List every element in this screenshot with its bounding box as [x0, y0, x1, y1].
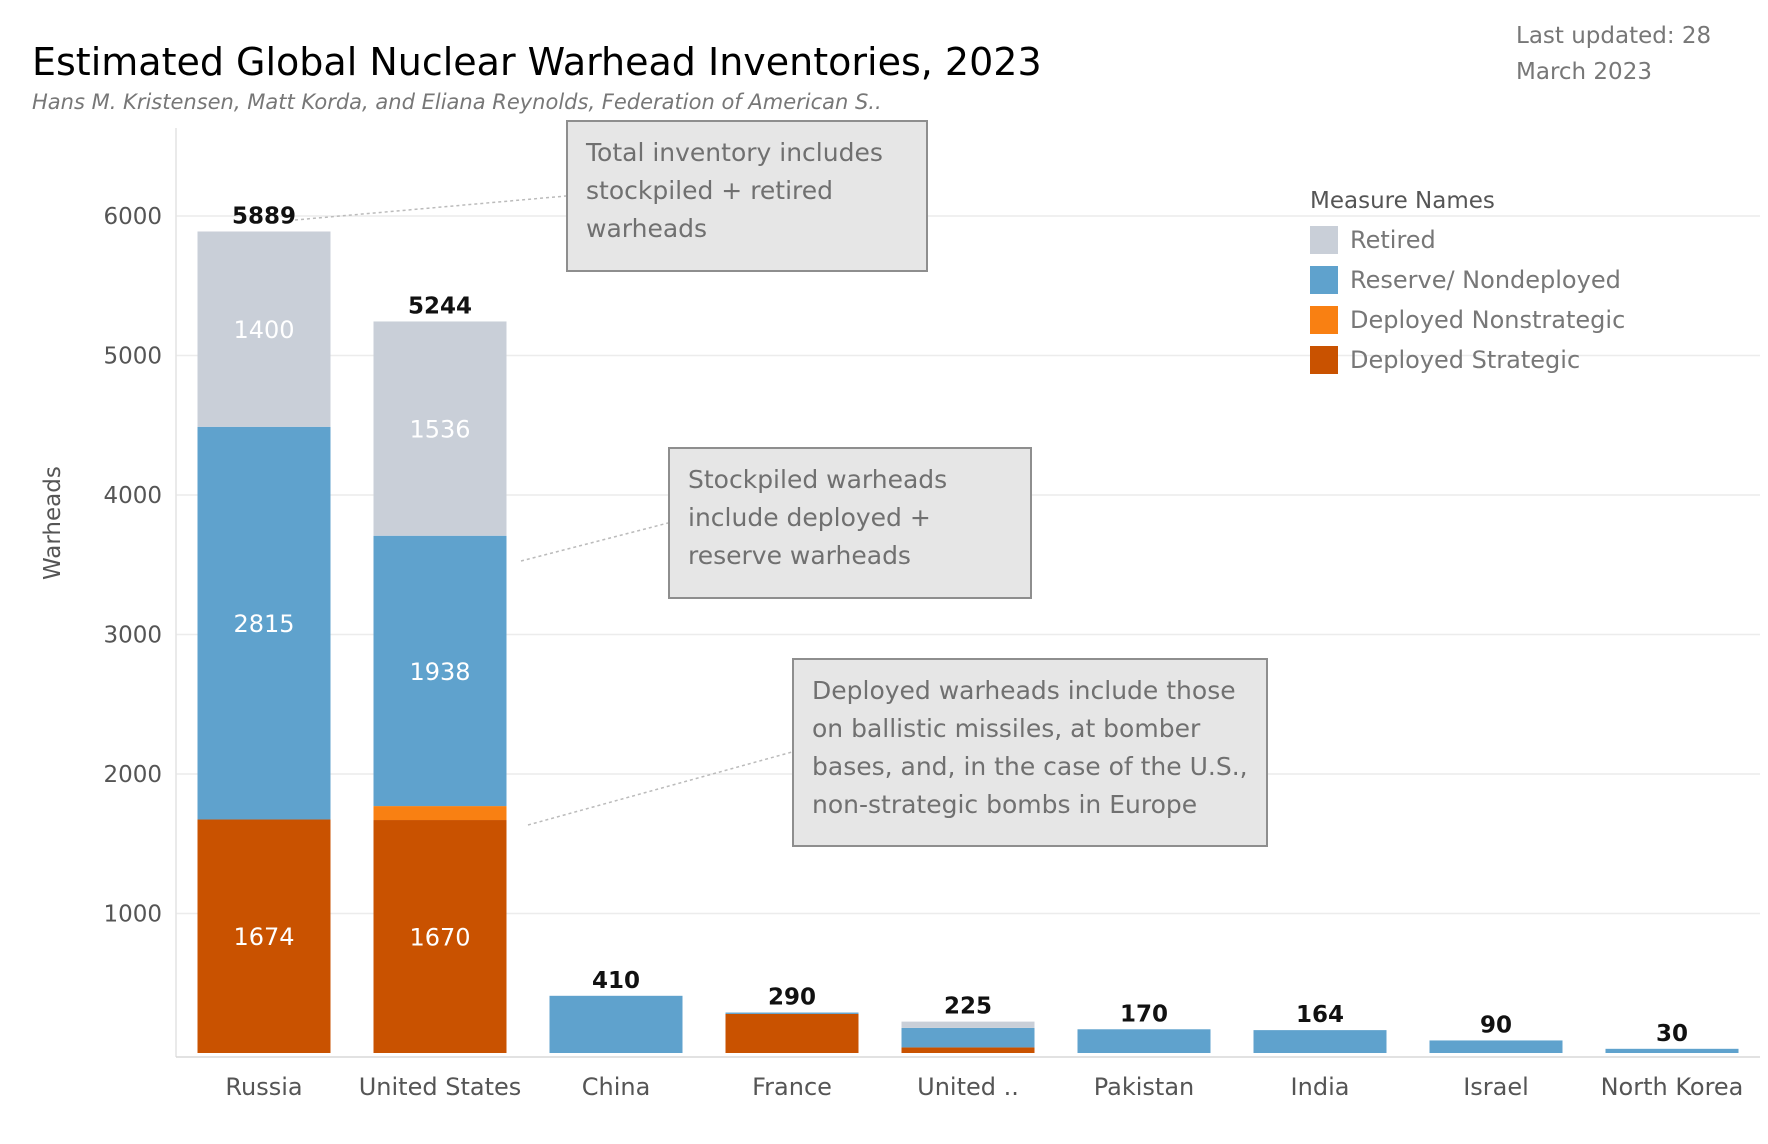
legend-item-reserve[interactable]: Reserve/ Nondeployed — [1310, 260, 1625, 300]
chart-subtitle: Hans M. Kristensen, Matt Korda, and Elia… — [32, 90, 882, 114]
bar-segment-retired — [373, 321, 507, 536]
x-category-label: United States — [359, 1073, 522, 1101]
bar-segment-deployed-strategic — [373, 820, 507, 1053]
legend-label-retired: Retired — [1350, 226, 1436, 254]
bar-segment-reserve — [1429, 1040, 1563, 1053]
x-category-label: Russia — [225, 1073, 302, 1101]
y-tick-label: 4000 — [103, 483, 162, 509]
bar-segment-deployed-nonstrategic — [373, 806, 507, 821]
annotation-stockpiled: Stockpiled warheads include deployed + r… — [668, 447, 1032, 599]
legend-item-deployed-strategic[interactable]: Deployed Strategic — [1310, 340, 1625, 380]
x-category-label: Pakistan — [1094, 1073, 1195, 1101]
bar-segment-retired — [197, 231, 331, 427]
x-category-label: North Korea — [1601, 1073, 1744, 1101]
legend-swatch-deployed-nonstrategic — [1310, 306, 1338, 334]
annotation-leader-line — [520, 522, 669, 562]
legend-item-retired[interactable]: Retired — [1310, 220, 1625, 260]
annotation-total-inventory: Total inventory includes stockpiled + re… — [566, 120, 928, 272]
legend-swatch-reserve — [1310, 266, 1338, 294]
legend-swatch-deployed-strategic — [1310, 346, 1338, 374]
segment-value-label: 2815 — [233, 610, 294, 638]
legend-swatch-retired — [1310, 226, 1338, 254]
x-category-label: Israel — [1463, 1073, 1529, 1101]
bar-segment-deployed-strategic — [725, 1013, 859, 1053]
legend-label-deployed-nonstrategic: Deployed Nonstrategic — [1350, 306, 1626, 334]
bar-segment-reserve — [373, 535, 507, 807]
bar-segment-reserve — [1253, 1030, 1387, 1053]
bar-total-label: 30 — [1656, 1021, 1688, 1047]
x-category-label: India — [1291, 1073, 1350, 1101]
bar-segment-reserve — [549, 995, 683, 1053]
segment-value-label: 1670 — [409, 924, 470, 952]
legend-label-reserve: Reserve/ Nondeployed — [1350, 266, 1621, 294]
x-category-label: United .. — [917, 1073, 1019, 1101]
bar-total-label: 225 — [944, 994, 992, 1020]
chart-title: Estimated Global Nuclear Warhead Invento… — [32, 40, 1042, 84]
segment-value-label: 1674 — [233, 923, 294, 951]
bar-total-label: 5244 — [408, 293, 472, 319]
bar-segment-retired — [901, 1021, 1035, 1028]
bar-total-label: 170 — [1120, 1001, 1168, 1027]
bar-segment-deployed-strategic — [901, 1047, 1035, 1053]
y-tick-label: 1000 — [103, 902, 162, 928]
last-updated-note: Last updated: 28 March 2023 — [1516, 23, 1712, 85]
bar-total-label: 164 — [1296, 1002, 1344, 1028]
annotation-leader-line — [527, 751, 793, 826]
bar-segment-reserve — [1605, 1048, 1739, 1053]
x-category-label: China — [582, 1073, 651, 1101]
bar-segment-reserve — [901, 1027, 1035, 1048]
bar-total-label: 90 — [1480, 1012, 1512, 1038]
legend: Measure Names Retired Reserve/ Nondeploy… — [1310, 188, 1625, 380]
bar-segment-reserve — [197, 426, 331, 820]
legend-item-deployed-nonstrategic[interactable]: Deployed Nonstrategic — [1310, 300, 1625, 340]
x-category-label: France — [752, 1073, 832, 1101]
legend-title: Measure Names — [1310, 188, 1495, 214]
y-tick-label: 6000 — [103, 204, 162, 230]
bar-segment-reserve — [725, 1012, 859, 1014]
segment-value-label: 1536 — [409, 416, 470, 444]
annotation-deployed: Deployed warheads include those on balli… — [792, 658, 1268, 847]
segment-value-label: 1400 — [233, 316, 294, 344]
bar-total-label: 290 — [768, 985, 816, 1011]
y-tick-label: 3000 — [103, 623, 162, 649]
bar-total-label: 5889 — [232, 203, 296, 229]
y-tick-label: 2000 — [103, 762, 162, 788]
y-tick-label: 5000 — [103, 344, 162, 370]
legend-label-deployed-strategic: Deployed Strategic — [1350, 346, 1581, 374]
bar-segment-reserve — [1077, 1029, 1211, 1053]
bar-total-label: 410 — [592, 968, 640, 994]
bar-segment-deployed-strategic — [197, 819, 331, 1053]
segment-value-label: 1938 — [409, 658, 470, 686]
